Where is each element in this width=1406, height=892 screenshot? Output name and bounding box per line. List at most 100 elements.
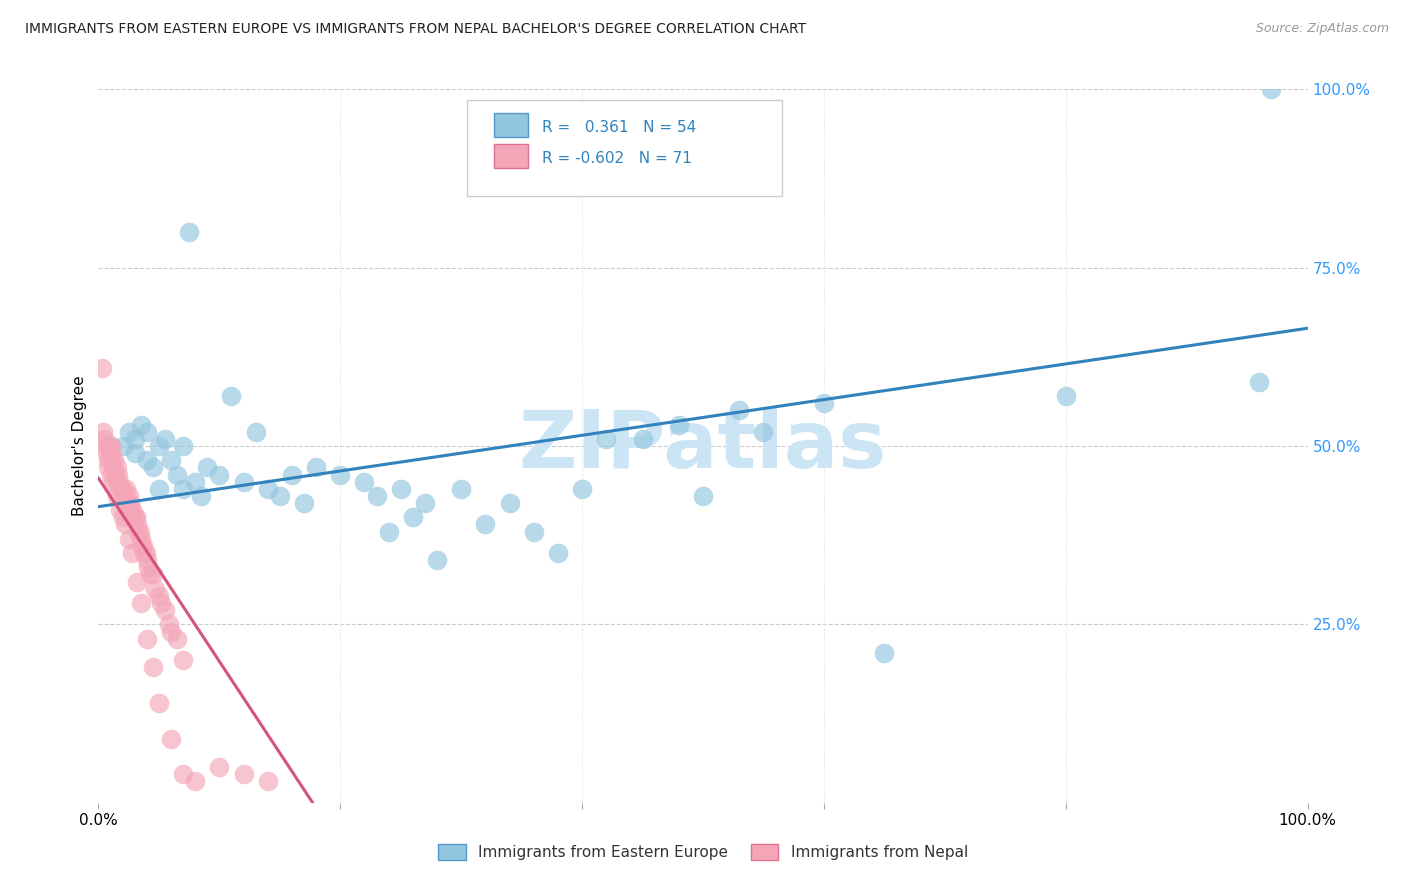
Point bbox=[91, 425, 114, 439]
Point bbox=[232, 767, 254, 781]
Point bbox=[127, 574, 149, 589]
Point bbox=[110, 482, 132, 496]
Point bbox=[413, 496, 436, 510]
Point bbox=[105, 475, 128, 489]
Point bbox=[256, 482, 278, 496]
Point bbox=[105, 489, 128, 503]
Text: R = -0.602   N = 71: R = -0.602 N = 71 bbox=[543, 152, 692, 166]
Point bbox=[111, 439, 134, 453]
Point bbox=[97, 460, 120, 475]
Point bbox=[98, 439, 121, 453]
Point bbox=[108, 503, 131, 517]
Point bbox=[143, 582, 166, 596]
Point bbox=[208, 467, 231, 482]
Point bbox=[728, 403, 751, 417]
Point bbox=[148, 482, 170, 496]
Point bbox=[128, 524, 150, 539]
Point bbox=[132, 539, 155, 553]
Point bbox=[115, 482, 138, 496]
Point bbox=[129, 532, 152, 546]
Point bbox=[134, 546, 156, 560]
Point bbox=[184, 475, 207, 489]
Point bbox=[813, 396, 835, 410]
Point bbox=[571, 482, 593, 496]
Point bbox=[136, 560, 159, 574]
Point bbox=[172, 767, 194, 781]
Point bbox=[523, 524, 546, 539]
Point bbox=[498, 496, 520, 510]
Point bbox=[129, 417, 152, 432]
Point bbox=[135, 425, 157, 439]
Point bbox=[172, 482, 194, 496]
Point bbox=[281, 467, 304, 482]
Legend: Immigrants from Eastern Europe, Immigrants from Nepal: Immigrants from Eastern Europe, Immigran… bbox=[432, 838, 974, 866]
Text: IMMIGRANTS FROM EASTERN EUROPE VS IMMIGRANTS FROM NEPAL BACHELOR'S DEGREE CORREL: IMMIGRANTS FROM EASTERN EUROPE VS IMMIGR… bbox=[25, 22, 807, 37]
Point bbox=[402, 510, 425, 524]
Point bbox=[100, 467, 122, 482]
Point bbox=[631, 432, 654, 446]
Point bbox=[256, 774, 278, 789]
Point bbox=[208, 760, 231, 774]
Point bbox=[117, 496, 139, 510]
Point bbox=[329, 467, 352, 482]
Point bbox=[135, 453, 157, 467]
Point bbox=[100, 446, 122, 460]
Point bbox=[160, 453, 183, 467]
Point bbox=[100, 439, 122, 453]
Point bbox=[139, 567, 162, 582]
Point bbox=[153, 432, 176, 446]
Point bbox=[121, 546, 143, 560]
Point bbox=[94, 439, 117, 453]
Point bbox=[101, 460, 124, 475]
Point bbox=[135, 553, 157, 567]
Point bbox=[111, 482, 134, 496]
Point bbox=[103, 453, 125, 467]
Point bbox=[377, 524, 399, 539]
Point bbox=[125, 510, 148, 524]
Point bbox=[232, 475, 254, 489]
Text: ZIPatlas: ZIPatlas bbox=[519, 407, 887, 485]
Point bbox=[150, 596, 173, 610]
Point bbox=[114, 489, 136, 503]
Point bbox=[389, 482, 412, 496]
Point bbox=[692, 489, 714, 503]
Point bbox=[153, 603, 176, 617]
Point bbox=[474, 517, 496, 532]
Point bbox=[135, 632, 157, 646]
Point bbox=[752, 425, 775, 439]
Point bbox=[160, 624, 183, 639]
Point bbox=[166, 467, 188, 482]
Point bbox=[157, 617, 180, 632]
Point bbox=[104, 467, 127, 482]
Point bbox=[172, 439, 194, 453]
Point bbox=[142, 660, 165, 674]
Point bbox=[108, 475, 131, 489]
Point bbox=[112, 489, 135, 503]
Point bbox=[100, 453, 122, 467]
FancyBboxPatch shape bbox=[467, 100, 782, 196]
Text: Source: ZipAtlas.com: Source: ZipAtlas.com bbox=[1256, 22, 1389, 36]
Point bbox=[127, 517, 149, 532]
Point bbox=[120, 503, 142, 517]
FancyBboxPatch shape bbox=[494, 113, 527, 137]
Point bbox=[292, 496, 315, 510]
Point bbox=[114, 517, 136, 532]
Text: R =   0.361   N = 54: R = 0.361 N = 54 bbox=[543, 120, 696, 135]
Point bbox=[124, 510, 146, 524]
Point bbox=[595, 432, 617, 446]
Point bbox=[366, 489, 388, 503]
Point bbox=[1260, 82, 1282, 96]
Point bbox=[668, 417, 690, 432]
Point bbox=[131, 539, 153, 553]
Y-axis label: Bachelor's Degree: Bachelor's Degree bbox=[72, 376, 87, 516]
Point bbox=[1054, 389, 1077, 403]
Point bbox=[127, 524, 149, 539]
Point bbox=[101, 475, 124, 489]
Point bbox=[245, 425, 267, 439]
Point bbox=[129, 596, 152, 610]
Point bbox=[184, 774, 207, 789]
Point bbox=[547, 546, 569, 560]
Point bbox=[221, 389, 243, 403]
Point bbox=[148, 589, 170, 603]
Point bbox=[118, 489, 141, 503]
